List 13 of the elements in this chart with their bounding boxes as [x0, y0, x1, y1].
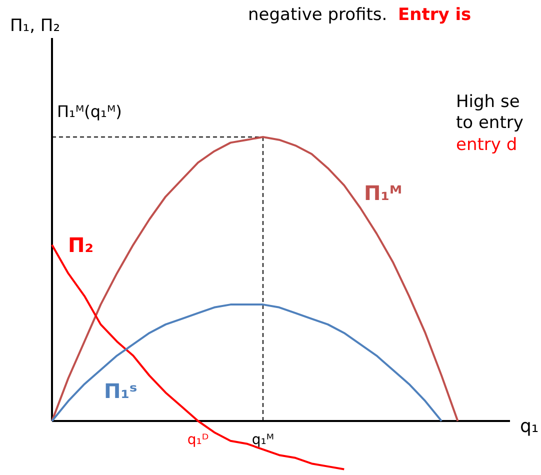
text: Π₁, Π₂ [10, 16, 60, 36]
x-axis-title: q₁ [520, 416, 539, 437]
series-label: Π₂ [68, 233, 94, 257]
series-label: Π₁ᴹ [364, 181, 402, 205]
ref-line-label: Π₁ᴹ(q₁ᴹ) [57, 102, 122, 121]
text: negative profits. [248, 5, 388, 25]
text: High se [456, 92, 520, 112]
text: to entry [456, 113, 524, 133]
annotation: entry d [456, 135, 518, 155]
x-tick-label: q₁ᴰ [187, 432, 209, 448]
series-label: Π₁ˢ [104, 379, 138, 403]
x-tick-label: q₁ᴹ [252, 432, 274, 448]
text: Entry is [398, 5, 472, 25]
